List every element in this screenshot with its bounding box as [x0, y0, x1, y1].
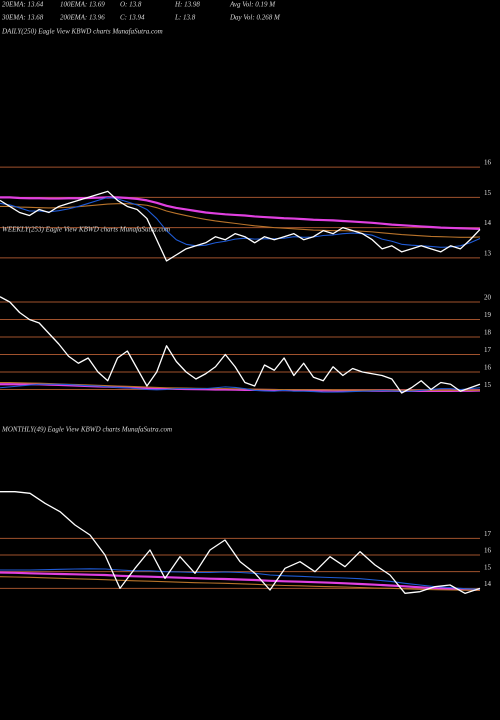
- y-tick-label: 15: [484, 563, 492, 571]
- header-stat: O: 13.8: [120, 1, 142, 9]
- y-tick-label: 15: [484, 381, 492, 389]
- series-line: [0, 576, 481, 591]
- y-tick-label: 13: [484, 250, 492, 258]
- series-line: [0, 296, 481, 394]
- header-stat: 100EMA: 13.69: [60, 1, 105, 9]
- header-stat: Day Vol: 0.268 M: [229, 14, 281, 22]
- y-tick-label: 17: [484, 530, 492, 538]
- chart-title: WEEKLY(253) Eagle View KBWD charts Munaf…: [2, 226, 170, 234]
- y-tick-label: 16: [484, 547, 492, 555]
- y-tick-label: 20: [484, 294, 492, 302]
- series-line: [0, 196, 481, 248]
- series-line: [0, 196, 481, 230]
- y-tick-label: 14: [484, 580, 492, 588]
- header-stat: 200EMA: 13.96: [60, 14, 105, 22]
- y-tick-label: 18: [484, 329, 492, 337]
- header-stat: H: 13.98: [174, 1, 200, 9]
- y-tick-label: 14: [484, 219, 492, 227]
- y-tick-label: 19: [484, 311, 492, 319]
- header-stat: L: 13.8: [174, 14, 196, 22]
- chart-title: DAILY(250) Eagle View KBWD charts Munafa…: [1, 28, 163, 36]
- series-line: [0, 491, 481, 594]
- header-stat: 30EMA: 13.68: [1, 14, 44, 22]
- series-line: [0, 568, 481, 590]
- chart-title: MONTHLY(49) Eagle View KBWD charts Munaf…: [1, 426, 172, 434]
- header-stat: 20EMA: 13.64: [2, 1, 44, 9]
- header-stat: C: 13.94: [120, 14, 145, 22]
- y-tick-label: 17: [484, 346, 492, 354]
- series-line: [0, 190, 481, 262]
- y-tick-label: 16: [484, 364, 492, 372]
- y-tick-label: 16: [484, 159, 492, 167]
- y-tick-label: 15: [484, 189, 492, 197]
- header-stat: Avg Vol: 0.19 M: [229, 1, 276, 9]
- series-line: [0, 203, 481, 238]
- series-line: [0, 571, 481, 591]
